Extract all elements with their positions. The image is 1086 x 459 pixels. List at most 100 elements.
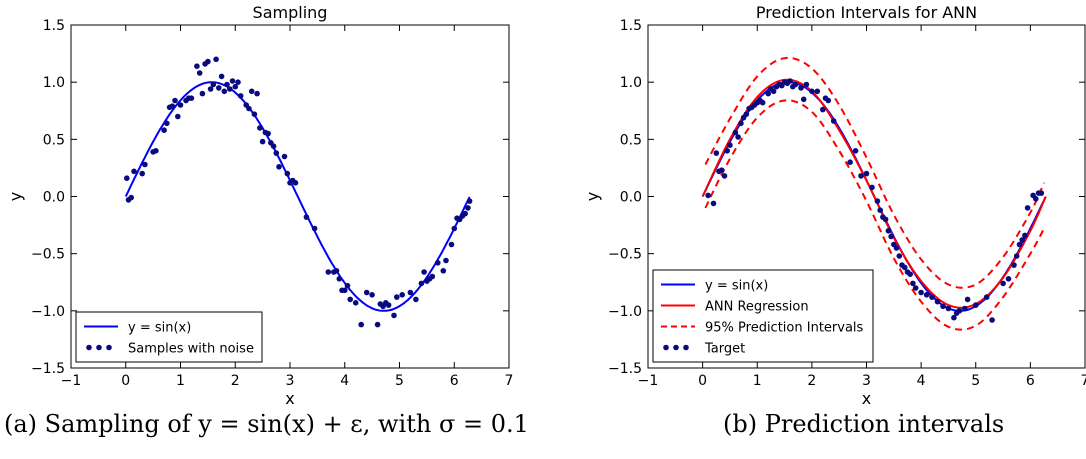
data-point — [1016, 241, 1023, 248]
data-point — [983, 294, 990, 300]
data-point — [443, 257, 449, 264]
data-point — [1019, 237, 1025, 243]
data-point — [413, 296, 419, 303]
legend-marker — [96, 344, 102, 351]
y-tick-label: 0.0 — [43, 190, 65, 206]
data-point — [448, 241, 455, 248]
data-point — [237, 93, 244, 99]
legend-label: Samples with noise — [128, 342, 254, 357]
data-point — [743, 111, 750, 117]
data-point — [940, 303, 946, 310]
data-point — [251, 111, 258, 117]
prediction-intervals-chart: Prediction Intervals for ANN −1 0 1 2 3 4 5 6 7 −1… — [583, 3, 1086, 408]
data-point — [421, 269, 427, 275]
data-point — [246, 105, 252, 112]
data-point — [172, 97, 178, 104]
data-point — [973, 302, 979, 308]
x-tick-label: 5 — [395, 373, 404, 389]
data-point — [825, 97, 832, 104]
data-point — [800, 96, 807, 103]
data-point — [227, 86, 233, 92]
x-tick-label: 4 — [917, 373, 926, 389]
data-point — [265, 130, 271, 137]
data-point — [177, 102, 184, 108]
data-point — [869, 184, 875, 191]
data-point — [882, 216, 889, 223]
data-point — [964, 296, 971, 303]
data-point — [721, 173, 728, 179]
y-tick-label: 1.5 — [43, 18, 65, 34]
data-point — [989, 317, 995, 323]
data-point — [803, 81, 810, 88]
data-point — [1024, 205, 1031, 211]
data-point — [391, 312, 397, 319]
data-point — [462, 210, 469, 217]
data-point — [216, 85, 222, 91]
data-point — [284, 170, 291, 177]
data-point — [352, 300, 359, 306]
data-point — [713, 150, 720, 156]
series-prediction-interval-upper — [704, 56, 1045, 289]
data-point — [221, 88, 228, 95]
legend-marker — [663, 344, 669, 351]
legend-label: Target — [704, 342, 745, 357]
plot-area — [701, 56, 1047, 331]
x-tick-label: 3 — [862, 373, 871, 389]
y-axis-label: y — [6, 192, 25, 201]
y-tick-label: 1.0 — [620, 75, 642, 91]
x-axis-label: x — [285, 389, 294, 408]
data-point — [374, 321, 381, 328]
data-point — [325, 269, 332, 275]
data-point — [440, 268, 447, 274]
data-point — [369, 292, 375, 298]
data-point — [210, 81, 217, 88]
data-point — [820, 106, 826, 113]
data-point — [907, 271, 913, 278]
chart-title: Prediction Intervals for ANN — [756, 3, 977, 22]
legend: y = sin(x) Samples with noise — [75, 311, 263, 363]
data-point — [207, 86, 214, 92]
x-tick-label: 2 — [231, 373, 240, 389]
data-point — [254, 90, 260, 97]
data-point — [787, 78, 793, 84]
data-point — [257, 125, 263, 131]
y-tick-label: −0.5 — [608, 247, 642, 263]
data-point — [738, 120, 744, 127]
data-point — [798, 85, 804, 91]
data-point — [347, 296, 354, 303]
data-point — [896, 253, 903, 259]
data-point — [164, 120, 170, 127]
data-point — [830, 118, 837, 124]
data-point — [809, 88, 815, 95]
y-tick-label: −1.5 — [31, 361, 65, 377]
caption-b: (b) Prediction intervals — [723, 410, 1005, 438]
data-point — [131, 168, 137, 175]
y-tick-label: −1.0 — [608, 304, 642, 320]
plot-area — [124, 56, 473, 328]
data-point — [863, 170, 870, 177]
y-tick-label: 0.0 — [620, 190, 642, 206]
data-point — [188, 95, 195, 101]
x-tick-label: 6 — [1026, 373, 1035, 389]
data-point — [124, 175, 130, 181]
data-point — [724, 148, 730, 154]
data-point — [792, 81, 799, 88]
data-point — [128, 194, 134, 201]
x-tick-label: 3 — [286, 373, 295, 389]
data-point — [429, 273, 436, 280]
data-point — [194, 63, 200, 69]
data-point — [705, 192, 711, 199]
sampling-chart: Sampling −1 0 1 2 3 4 5 6 7 −1.5 −1.0 −0.5 0.0 0.5 1.0 1… — [6, 3, 513, 408]
data-point — [139, 170, 145, 177]
y-tick-label: −1.0 — [31, 304, 65, 320]
data-point — [885, 228, 892, 234]
data-point — [336, 276, 343, 282]
data-point — [466, 198, 473, 204]
data-point — [962, 305, 968, 312]
data-point — [196, 70, 203, 76]
y-tick-label: 0.5 — [620, 132, 642, 148]
x-tick-label: −1 — [638, 373, 659, 389]
series-prediction-interval-lower — [704, 99, 1045, 331]
y-tick-label: −1.5 — [608, 361, 642, 377]
data-point — [765, 90, 771, 97]
